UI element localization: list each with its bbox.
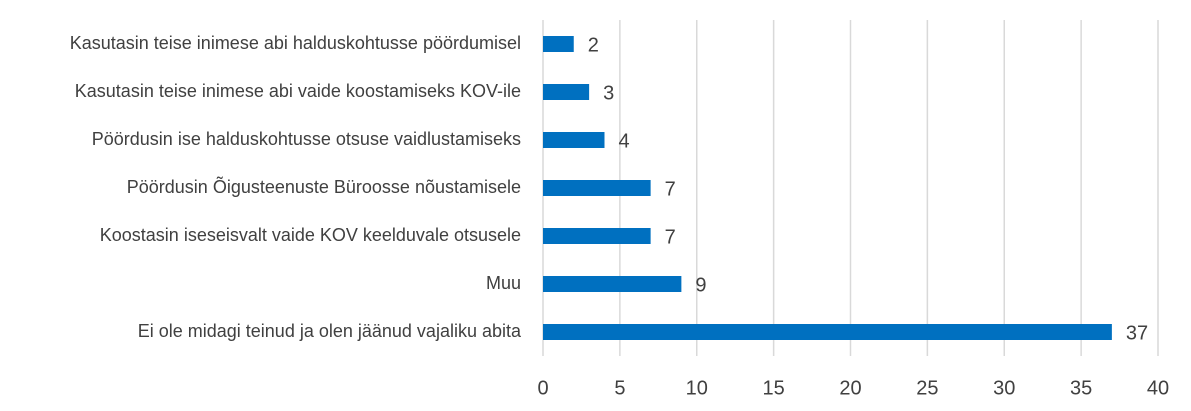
x-tick-label: 25: [916, 377, 938, 399]
x-tick-label: 10: [686, 377, 708, 399]
bar: [543, 132, 605, 148]
bar: [543, 276, 682, 292]
bar: [543, 84, 590, 100]
x-tick-label: 30: [993, 377, 1015, 399]
data-label: 3: [603, 82, 614, 104]
bar: [543, 228, 651, 244]
data-label: 7: [665, 178, 676, 200]
x-tick-label: 0: [537, 377, 548, 399]
x-tick-label: 15: [763, 377, 785, 399]
x-tick-label: 40: [1147, 377, 1169, 399]
data-label: 7: [665, 226, 676, 248]
y-tick-label: Kasutasin teise inimese abi halduskohtus…: [70, 33, 521, 53]
x-tick-label: 5: [614, 377, 625, 399]
bar: [543, 324, 1112, 340]
y-tick-label: Pöördusin Õigusteenuste Büroosse nõustam…: [127, 176, 521, 197]
data-label: 4: [619, 130, 630, 152]
y-tick-label: Koostasin iseseisvalt vaide KOV keelduva…: [100, 225, 521, 245]
x-tick-label: 35: [1070, 377, 1092, 399]
bar: [543, 36, 574, 52]
data-label: 9: [695, 274, 706, 296]
y-tick-label: Ei ole midagi teinud ja olen jäänud vaja…: [138, 321, 522, 341]
y-tick-label: Kasutasin teise inimese abi vaide koosta…: [75, 81, 521, 101]
data-label: 37: [1126, 322, 1148, 344]
bar: [543, 180, 651, 196]
y-tick-label: Muu: [486, 273, 521, 293]
y-tick-label: Pöördusin ise halduskohtusse otsuse vaid…: [92, 129, 521, 149]
data-label: 2: [588, 34, 599, 56]
x-tick-label: 20: [839, 377, 861, 399]
